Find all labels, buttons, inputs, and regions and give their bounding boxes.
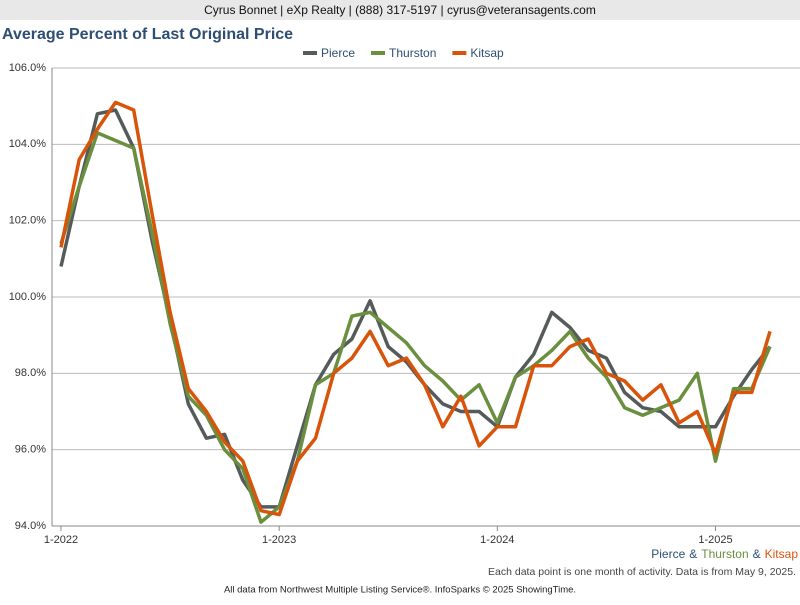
area-name: Kitsap [765, 547, 799, 561]
legend-label: Kitsap [470, 46, 504, 60]
x-tick-label: 1-2023 [262, 534, 296, 546]
area-name: Thurston [701, 547, 748, 561]
y-tick-label: 102.0% [9, 215, 47, 227]
y-tick-label: 96.0% [15, 444, 46, 456]
header-bar [0, 0, 800, 20]
y-tick-label: 106.0% [9, 62, 47, 74]
area-separator: & [689, 547, 697, 561]
area-name: Pierce [651, 547, 685, 561]
area-names: Pierce & Thurston & Kitsap [651, 547, 798, 561]
x-tick-label: 1-2022 [44, 534, 78, 546]
x-tick-label: 1-2025 [698, 534, 732, 546]
series-line [59, 100, 772, 517]
legend-label: Pierce [321, 46, 355, 60]
chart-title: Average Percent of Last Original Price [2, 26, 293, 43]
legend-label: Thurston [389, 46, 436, 60]
area-separator: & [753, 547, 761, 561]
header: Cyrus Bonnet | eXp Realty | (888) 317-51… [204, 3, 596, 17]
y-tick-label: 94.0% [15, 520, 46, 532]
y-tick-label: 104.0% [9, 138, 47, 150]
note: Each data point is one month of activity… [488, 566, 796, 578]
y-tick-label: 100.0% [9, 291, 47, 303]
y-tick-label: 98.0% [15, 367, 46, 379]
footer: All data from Northwest Multiple Listing… [224, 585, 576, 596]
series-line [59, 131, 772, 524]
x-tick-label: 1-2024 [480, 534, 514, 546]
